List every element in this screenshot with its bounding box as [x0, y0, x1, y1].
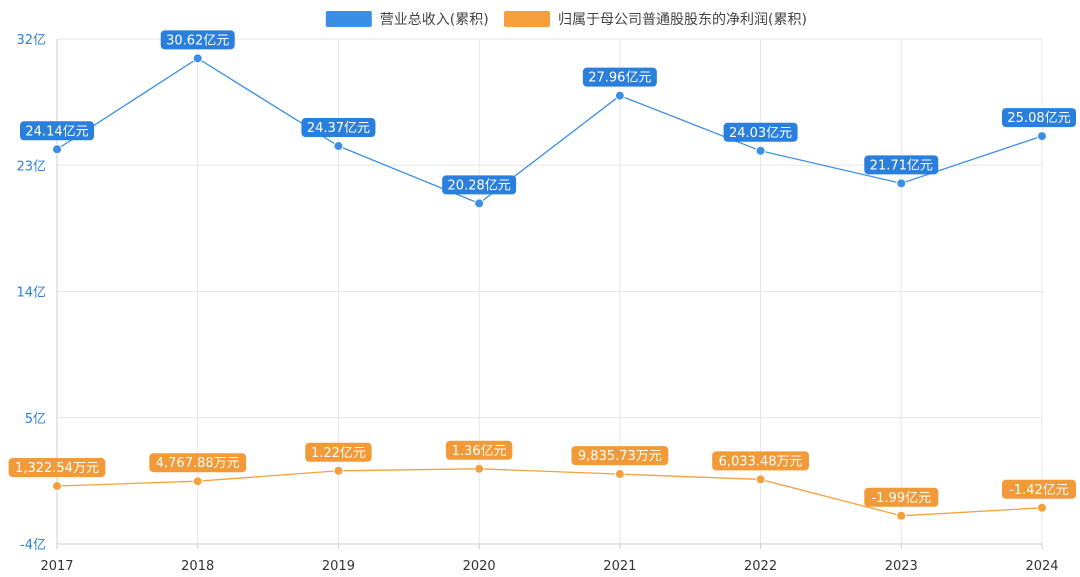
- data-label-box: [301, 118, 376, 138]
- data-label-box: [723, 122, 798, 142]
- y-tick-label: 32亿: [16, 33, 46, 48]
- legend-swatch[interactable]: [325, 11, 372, 27]
- data-label: 24.14亿元: [25, 124, 88, 139]
- data-point: [614, 90, 625, 101]
- data-label-box: [864, 487, 939, 507]
- data-label-box: [864, 155, 939, 175]
- x-tick-label: 2020: [463, 559, 496, 574]
- series-line-2: [56, 468, 1043, 517]
- data-point: [755, 145, 766, 156]
- data-label: 25.08亿元: [1007, 111, 1070, 126]
- data-label-box: [442, 175, 517, 195]
- data-point: [896, 510, 907, 521]
- data-label-box: [712, 451, 809, 471]
- data-label-box: [20, 121, 94, 141]
- y-tick-label: 14亿: [16, 286, 46, 301]
- data-label: 6,033.48万元: [719, 454, 803, 469]
- data-label: 4,767.88万元: [156, 456, 240, 471]
- y-tick-label: -4亿: [20, 538, 46, 553]
- x-tick-label: 2017: [40, 559, 73, 574]
- legend-label[interactable]: 归属于母公司普通股股东的净利润(累积): [558, 11, 807, 28]
- data-point: [333, 141, 344, 152]
- data-point: [1037, 502, 1047, 513]
- data-point: [192, 53, 203, 64]
- data-label-box: [8, 458, 106, 478]
- data-label-box: [160, 30, 235, 50]
- x-tick-label: 2021: [603, 559, 636, 574]
- data-label-box: [1002, 108, 1076, 128]
- y-tick-label: 5亿: [25, 412, 46, 427]
- data-label-box: [149, 453, 247, 473]
- data-point: [192, 476, 203, 487]
- data-point: [52, 144, 62, 155]
- data-point: [755, 474, 766, 485]
- axes: -4亿 5亿 14亿 23亿 32亿 2017 2018 2019 2020 2021 2022 20…: [16, 33, 1058, 574]
- data-label: -1.99亿元: [871, 491, 931, 506]
- legend-swatch[interactable]: [504, 11, 550, 27]
- series-lines: [52, 53, 1047, 521]
- data-point: [52, 481, 62, 492]
- x-tick-label: 2022: [744, 559, 777, 574]
- series-line-1: [56, 57, 1043, 205]
- data-label: -1.42亿元: [1009, 483, 1069, 498]
- data-label-box: [571, 446, 669, 466]
- x-tick-label: 2019: [322, 559, 355, 574]
- data-label: 30.62亿元: [166, 33, 229, 48]
- data-label: 21.71亿元: [870, 158, 933, 173]
- data-label: 20.28亿元: [448, 178, 511, 193]
- data-label: 1.22亿元: [311, 446, 366, 461]
- x-tick-label: 2024: [1025, 559, 1058, 574]
- legend-label[interactable]: 营业总收入(累积): [380, 12, 489, 28]
- data-point: [474, 198, 485, 209]
- data-label-box: [582, 67, 657, 87]
- data-label: 9,835.73万元: [578, 449, 662, 464]
- data-point: [896, 178, 907, 189]
- data-labels: 24.14亿元 30.62亿元 24.37亿元 20.28亿元 27.96亿元 24.03…: [8, 30, 1076, 507]
- data-point: [1037, 131, 1047, 142]
- data-label: 27.96亿元: [588, 71, 651, 86]
- x-tick-label: 2018: [181, 559, 214, 574]
- data-label-box: [445, 440, 513, 460]
- data-label: 1.36亿元: [452, 444, 507, 459]
- data-label-box: [305, 442, 372, 462]
- data-point: [474, 463, 485, 474]
- data-label: 1,322.54万元: [15, 461, 99, 476]
- x-tick-label: 2023: [885, 559, 918, 574]
- data-point: [614, 469, 625, 480]
- y-tick-label: 23亿: [16, 159, 46, 174]
- data-label-box: [1002, 479, 1076, 499]
- data-point: [333, 465, 344, 476]
- data-label: 24.37亿元: [307, 121, 370, 136]
- data-label: 24.03亿元: [729, 126, 792, 141]
- legend[interactable]: 营业总收入(累积) 归属于母公司普通股股东的净利润(累积): [325, 11, 807, 28]
